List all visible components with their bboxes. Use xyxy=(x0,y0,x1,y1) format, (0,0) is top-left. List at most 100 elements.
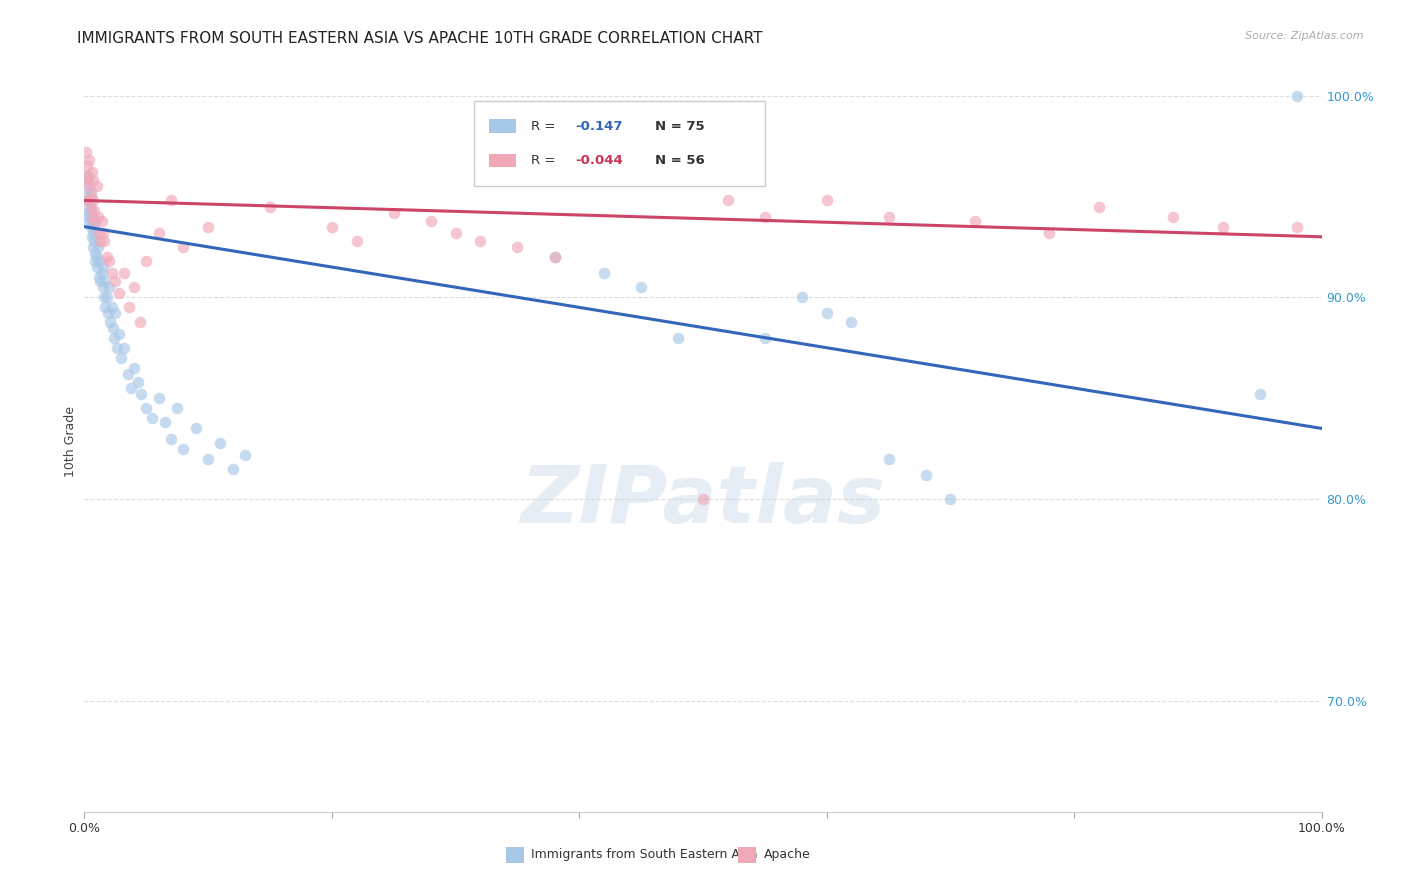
Point xyxy=(172,240,194,254)
Point xyxy=(1088,200,1111,214)
Point xyxy=(76,159,98,173)
Point xyxy=(754,331,776,345)
Point xyxy=(630,280,652,294)
Point xyxy=(84,246,107,260)
Point xyxy=(1285,219,1308,234)
Point xyxy=(197,451,219,466)
Point xyxy=(1285,88,1308,103)
Point xyxy=(790,290,813,304)
Point xyxy=(543,250,565,264)
Point xyxy=(82,226,104,240)
Point xyxy=(86,260,108,274)
Point xyxy=(93,234,115,248)
Point xyxy=(83,234,105,248)
Point xyxy=(93,290,115,304)
Point xyxy=(79,186,101,200)
Point xyxy=(110,351,132,365)
Point xyxy=(90,266,112,280)
Text: R =: R = xyxy=(531,120,560,133)
Point xyxy=(89,226,111,240)
Point xyxy=(91,280,114,294)
Point xyxy=(98,254,121,268)
Point xyxy=(80,229,103,244)
Point xyxy=(89,274,111,288)
Point xyxy=(118,301,141,315)
Point xyxy=(444,226,467,240)
Point xyxy=(754,210,776,224)
Point xyxy=(122,360,145,375)
Point xyxy=(76,169,98,184)
Point xyxy=(79,153,101,168)
Point xyxy=(815,306,838,320)
Point xyxy=(197,219,219,234)
FancyBboxPatch shape xyxy=(474,101,765,186)
Point xyxy=(692,159,714,173)
Point xyxy=(83,219,105,234)
Point xyxy=(96,290,118,304)
Text: IMMIGRANTS FROM SOUTH EASTERN ASIA VS APACHE 10TH GRADE CORRELATION CHART: IMMIGRANTS FROM SOUTH EASTERN ASIA VS AP… xyxy=(77,31,763,46)
Point xyxy=(135,401,157,416)
Point xyxy=(76,200,98,214)
Point xyxy=(98,280,121,294)
Point xyxy=(77,173,100,187)
Point xyxy=(83,203,105,218)
Point xyxy=(82,240,104,254)
Point xyxy=(593,266,616,280)
Point xyxy=(80,165,103,179)
Point xyxy=(117,367,139,381)
Point xyxy=(79,219,101,234)
Point xyxy=(86,250,108,264)
Point xyxy=(112,266,135,280)
Point xyxy=(79,205,101,219)
Point xyxy=(75,145,97,159)
Point xyxy=(141,411,163,425)
Text: -0.044: -0.044 xyxy=(575,153,623,167)
Point xyxy=(222,462,245,476)
Point xyxy=(122,280,145,294)
Point xyxy=(79,213,101,227)
Point xyxy=(135,254,157,268)
Point xyxy=(82,173,104,187)
Text: -0.147: -0.147 xyxy=(575,120,623,133)
Point xyxy=(382,205,405,219)
Point xyxy=(160,432,183,446)
Point xyxy=(129,314,152,328)
Point xyxy=(692,491,714,506)
Point xyxy=(148,391,170,405)
Point xyxy=(1038,226,1060,240)
Point xyxy=(89,234,111,248)
Point xyxy=(108,326,131,341)
Point xyxy=(321,219,343,234)
Point xyxy=(259,200,281,214)
Point xyxy=(100,266,122,280)
Text: R =: R = xyxy=(531,153,560,167)
FancyBboxPatch shape xyxy=(738,847,756,863)
Point xyxy=(77,194,100,208)
Point xyxy=(419,213,441,227)
Point xyxy=(877,451,900,466)
Point xyxy=(666,331,689,345)
Point xyxy=(89,270,111,285)
Point xyxy=(79,203,101,218)
FancyBboxPatch shape xyxy=(489,153,516,167)
Point xyxy=(75,179,97,194)
Text: Immigrants from South Eastern Asia: Immigrants from South Eastern Asia xyxy=(531,848,758,861)
Point xyxy=(77,169,100,184)
Point xyxy=(166,401,188,416)
Point xyxy=(77,210,100,224)
Point xyxy=(160,194,183,208)
Point xyxy=(96,250,118,264)
Point xyxy=(543,250,565,264)
Point xyxy=(506,240,529,254)
Point xyxy=(127,375,149,389)
Text: Source: ZipAtlas.com: Source: ZipAtlas.com xyxy=(1246,31,1364,41)
Text: N = 75: N = 75 xyxy=(655,120,704,133)
Text: ZIPatlas: ZIPatlas xyxy=(520,462,886,540)
Point xyxy=(89,254,111,268)
Point xyxy=(815,194,838,208)
Point xyxy=(470,234,492,248)
Point xyxy=(346,234,368,248)
Point xyxy=(98,314,121,328)
Point xyxy=(209,435,232,450)
Point xyxy=(100,301,122,315)
